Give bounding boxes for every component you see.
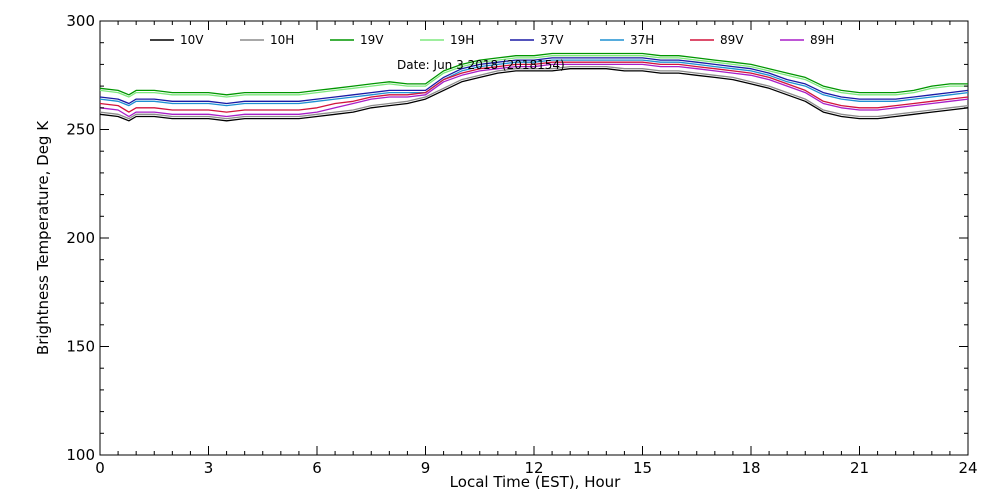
date-label: Date: Jun 3 2018 (2018154) [397, 58, 565, 72]
x-axis: 0 3 6 9 12 15 18 21 24 [95, 21, 978, 477]
legend-label-89h: 89H [810, 33, 834, 47]
x-tick-label: 21 [850, 459, 869, 477]
y-tick-label: 250 [66, 121, 95, 139]
legend-label-19h: 19H [450, 33, 474, 47]
y-axis: 100 150 200 250 300 [66, 12, 968, 464]
legend-label-89v: 89V [720, 33, 744, 47]
x-tick-label: 24 [958, 459, 977, 477]
x-tick-label: 12 [524, 459, 543, 477]
y-tick-label: 100 [66, 446, 95, 464]
x-axis-title: Local Time (EST), Hour [450, 473, 621, 491]
series-line-19v [99, 52, 968, 96]
legend-label-10h: 10H [270, 33, 294, 47]
legend-label-37h: 37H [630, 33, 654, 47]
plot-frame [99, 20, 969, 456]
series-line-10v [99, 68, 969, 122]
legend-label-10v: 10V [180, 33, 204, 47]
x-tick-label: 3 [204, 459, 214, 477]
y-axis-title: Brightness Temperature, Deg K [34, 120, 52, 355]
y-tick-label: 200 [66, 229, 95, 247]
y-tick-label: 300 [66, 12, 95, 30]
series-line-89v [99, 61, 969, 113]
series-lines [99, 52, 969, 122]
series-line-89h [99, 63, 969, 118]
series-line-10h [99, 65, 969, 120]
x-tick-label: 9 [421, 459, 431, 477]
legend-label-37v: 37V [540, 33, 564, 47]
y-tick-label: 150 [66, 338, 95, 356]
series-line-37h [99, 59, 969, 107]
series-line-37v [99, 57, 969, 105]
legend: 10V 10H 19V 19H 37V 37H 89V 89H [150, 33, 834, 47]
x-tick-label: 18 [741, 459, 760, 477]
series-line-19h [99, 55, 968, 98]
x-tick-label: 15 [633, 459, 652, 477]
legend-label-19v: 19V [360, 33, 384, 47]
x-tick-label: 0 [95, 459, 105, 477]
plot-area [99, 20, 969, 456]
x-tick-label: 6 [312, 459, 322, 477]
